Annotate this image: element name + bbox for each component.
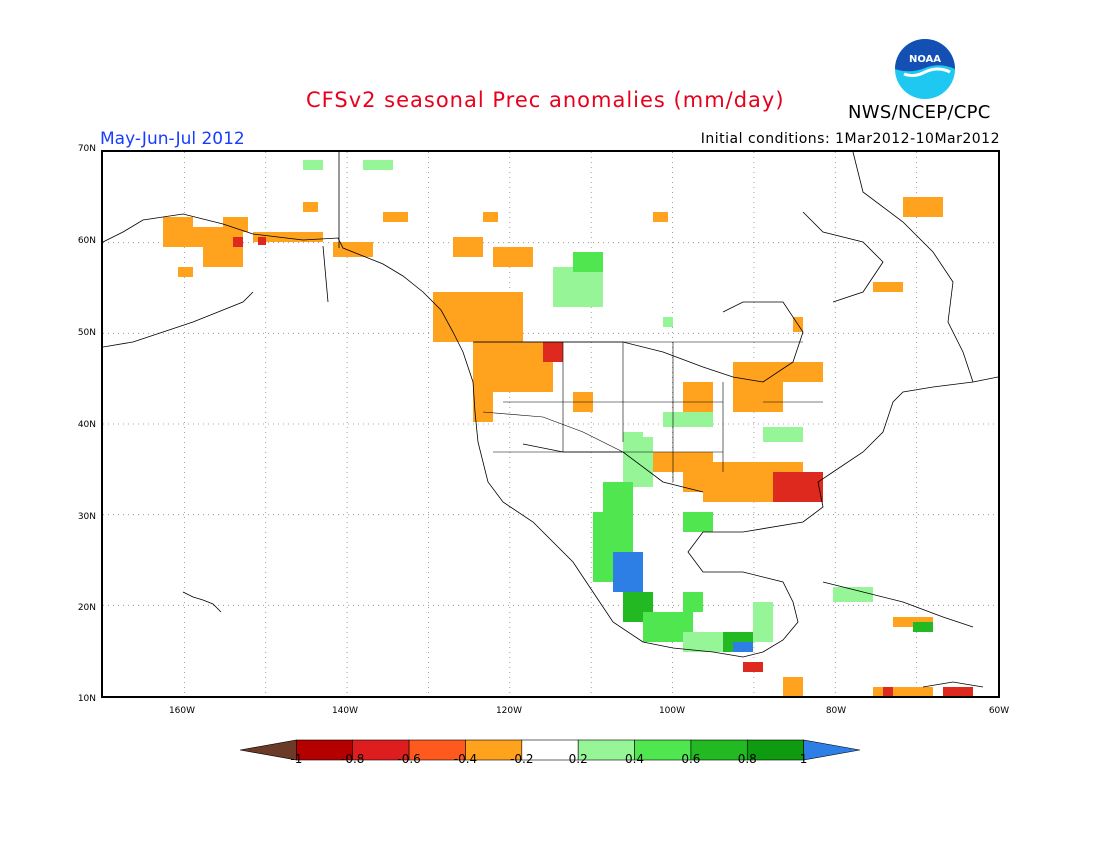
chart-title: CFSv2 seasonal Prec anomalies (mm/day) — [306, 88, 785, 112]
anomaly-cell — [553, 267, 603, 307]
svg-text:NOAA: NOAA — [909, 54, 941, 65]
anomaly-cell — [783, 362, 823, 382]
colorbar-tick-label: 0.2 — [568, 752, 588, 766]
anomaly-cell — [663, 317, 673, 327]
anomaly-cell — [763, 427, 803, 442]
lat-label-40N: 40N — [77, 420, 96, 430]
colorbar-tick-label: 0.6 — [681, 752, 701, 766]
noaa-logo-icon: NOAA — [895, 39, 955, 99]
lon-label-100W: 100W — [658, 706, 686, 716]
anomaly-cell — [683, 472, 703, 492]
political-borders — [475, 341, 823, 482]
anomaly-cell — [913, 622, 933, 632]
anomaly-cell — [683, 382, 713, 412]
initial-conditions-label: Initial conditions: 1Mar2012-10Mar2012 — [700, 131, 1000, 147]
anomaly-cell — [253, 232, 323, 242]
anomaly-cell — [683, 632, 723, 652]
anomaly-cell — [363, 160, 393, 170]
anomaly-cell — [733, 362, 783, 412]
anomaly-cell — [883, 687, 893, 696]
anomaly-cell — [873, 282, 903, 292]
anomaly-cell — [233, 237, 243, 247]
anomaly-cell — [733, 642, 753, 652]
colorbar-segment — [803, 739, 860, 761]
season-label: May-Jun-Jul 2012 — [100, 129, 245, 149]
anomaly-cell — [753, 602, 773, 642]
anomaly-cell — [493, 247, 533, 267]
anomaly-cell — [453, 237, 483, 257]
anomaly-cell — [833, 587, 873, 602]
anomaly-cell — [773, 472, 823, 502]
colorbar-tick-label: -0.8 — [341, 752, 365, 766]
map-canvas — [102, 151, 999, 696]
lat-label-50N: 50N — [77, 328, 96, 338]
anomaly-cell — [873, 687, 933, 696]
lon-label-120W: 120W — [495, 706, 523, 716]
colorbar-tick-label: 0.4 — [624, 752, 645, 766]
anomaly-cell — [653, 212, 668, 222]
colorbar-tick-label: -0.6 — [397, 752, 421, 766]
anomaly-cell — [783, 677, 803, 696]
lat-label-30N: 30N — [77, 512, 96, 522]
lon-label-160W: 160W — [168, 706, 196, 716]
anomaly-cell — [258, 237, 266, 245]
anomaly-cell — [303, 202, 318, 212]
anomaly-cell — [543, 342, 563, 362]
lon-label-80W: 80W — [825, 706, 847, 716]
anomaly-cell — [303, 160, 323, 170]
colorbar-tick-label: 1 — [799, 752, 808, 766]
colorbar-tick-label: 0.8 — [737, 752, 757, 766]
anomaly-cell — [483, 212, 498, 222]
lon-label-60W: 60W — [988, 706, 1010, 716]
anomaly-cell — [333, 242, 373, 257]
lat-label-60N: 60N — [77, 236, 96, 246]
coastlines — [102, 151, 999, 688]
anomaly-cell — [683, 512, 713, 532]
anomaly-cell — [613, 552, 643, 592]
anomaly-cell — [473, 392, 493, 422]
anomaly-cell — [203, 247, 243, 267]
colorbar — [240, 739, 860, 761]
anomaly-cell — [903, 197, 943, 217]
anomaly-cell — [163, 217, 193, 247]
anomaly-cell — [943, 687, 973, 696]
lon-label-140W: 140W — [331, 706, 359, 716]
colorbar-tick-label: -0.4 — [453, 752, 478, 766]
anomaly-cell — [653, 452, 713, 472]
lat-label-20N: 20N — [77, 603, 96, 613]
anomaly-cell — [573, 252, 603, 272]
lat-label-70N: 70N — [77, 144, 96, 154]
anomaly-cell — [433, 292, 523, 342]
anomaly-cell — [683, 592, 703, 612]
agency-label: NWS/NCEP/CPC — [848, 102, 991, 123]
precipitation-anomaly-map — [101, 150, 1000, 698]
lat-label-10N: 10N — [77, 694, 96, 704]
anomaly-cell — [743, 662, 763, 672]
anomaly-cell — [178, 267, 193, 277]
anomaly-cell — [473, 342, 553, 392]
anomaly-cell — [663, 412, 713, 427]
colorbar-tick-label: -1 — [290, 752, 303, 766]
anomaly-cells — [163, 160, 973, 696]
anomaly-cell — [223, 217, 248, 232]
colorbar-tick-label: -0.2 — [510, 752, 534, 766]
anomaly-cell — [603, 482, 633, 512]
anomaly-cell — [383, 212, 408, 222]
